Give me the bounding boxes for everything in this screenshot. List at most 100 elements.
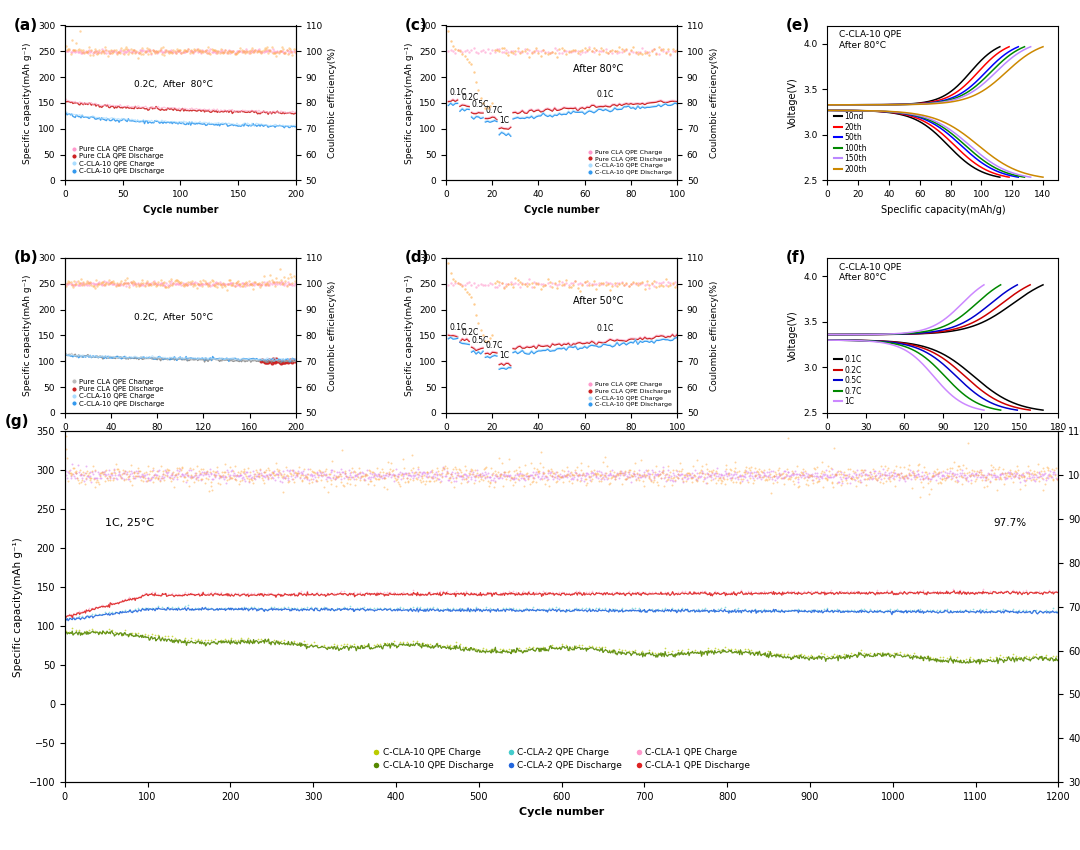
Point [810, 474, 827, 488]
Point [378, 467, 395, 480]
Point [202, 475, 219, 489]
Point [468, 76, 485, 89]
Point [715, 473, 732, 486]
Point [380, 466, 397, 479]
Point [448, 466, 465, 479]
Point [746, 468, 764, 481]
Point [1031, 468, 1049, 481]
Point [743, 643, 760, 657]
Point [739, 473, 756, 487]
Point [934, 468, 951, 482]
Point [600, 604, 618, 617]
Point [863, 468, 880, 481]
Point [862, 647, 879, 660]
Point [581, 42, 598, 56]
Point [959, 467, 976, 480]
Point [618, 43, 635, 57]
Point [480, 42, 497, 56]
Point [716, 585, 733, 598]
Point [384, 468, 402, 482]
Point [485, 472, 502, 485]
Point [62, 467, 79, 480]
Point [644, 645, 661, 659]
Point [148, 468, 165, 482]
Point [1011, 471, 1028, 484]
Point [258, 276, 275, 290]
Point [144, 475, 161, 489]
Point [555, 278, 572, 292]
Point [335, 600, 352, 614]
Point [653, 465, 671, 479]
Point [991, 470, 1009, 484]
Point [557, 604, 575, 617]
Point [638, 464, 656, 478]
Point [325, 604, 342, 617]
Point [73, 45, 91, 59]
Point [104, 606, 121, 620]
Point [1013, 470, 1030, 484]
Point [966, 469, 983, 483]
Point [137, 44, 154, 58]
Point [272, 601, 289, 615]
Point [775, 604, 793, 618]
Point [177, 44, 194, 58]
Point [502, 275, 519, 289]
Point [950, 460, 968, 473]
Point [516, 473, 534, 487]
Point [228, 468, 245, 482]
Point [679, 603, 697, 616]
Point [945, 604, 962, 617]
Point [229, 44, 246, 58]
Point [194, 277, 212, 291]
Point [902, 648, 919, 661]
Point [1022, 472, 1039, 485]
Point [123, 478, 140, 491]
Point [451, 463, 469, 477]
Point [296, 462, 313, 476]
Point [274, 45, 292, 59]
Point [771, 468, 788, 482]
Point [492, 42, 510, 55]
Point [676, 468, 693, 481]
Point [333, 475, 350, 489]
Point [649, 479, 666, 492]
Point [249, 470, 267, 484]
Point [261, 43, 279, 57]
Point [108, 278, 125, 292]
Point [206, 470, 224, 484]
Point [60, 275, 78, 289]
Point [599, 277, 617, 291]
Point [458, 585, 475, 598]
Point [347, 465, 364, 479]
Point [251, 42, 268, 56]
Point [659, 459, 676, 473]
Point [605, 468, 622, 481]
Point [849, 470, 866, 484]
Point [161, 278, 178, 292]
Point [191, 43, 208, 57]
X-axis label: Cycle number: Cycle number [143, 437, 218, 447]
Point [72, 276, 90, 290]
Point [801, 469, 819, 483]
Point [171, 275, 188, 288]
Point [104, 473, 121, 487]
Point [96, 40, 113, 54]
Point [616, 44, 633, 58]
Point [397, 466, 415, 479]
Point [195, 465, 213, 479]
Point [199, 464, 216, 478]
Point [184, 276, 201, 290]
Point [899, 462, 916, 476]
Point [428, 471, 445, 484]
Point [105, 466, 122, 479]
Point [842, 471, 860, 484]
Point [424, 469, 442, 483]
Point [307, 473, 324, 487]
Point [1041, 468, 1058, 482]
Point [123, 46, 140, 60]
Point [675, 470, 692, 484]
Point [429, 462, 446, 475]
Point [129, 51, 146, 65]
Point [532, 282, 550, 296]
Point [288, 587, 306, 601]
